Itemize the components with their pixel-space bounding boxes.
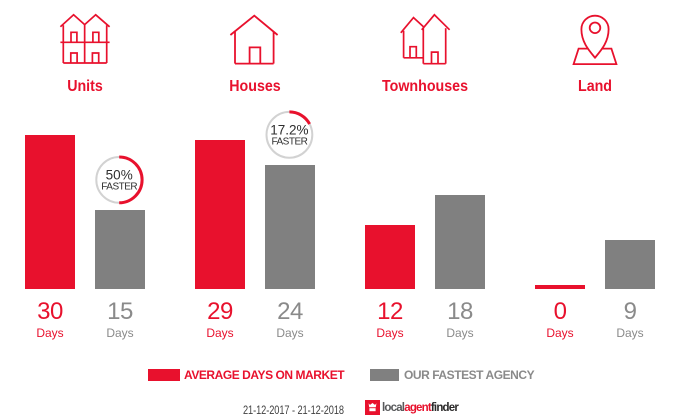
svg-text:FASTER: FASTER bbox=[101, 181, 137, 192]
svg-text:FASTER: FASTER bbox=[271, 136, 307, 147]
svg-text:17.2%: 17.2% bbox=[270, 122, 308, 137]
svg-text:50%: 50% bbox=[106, 168, 133, 183]
